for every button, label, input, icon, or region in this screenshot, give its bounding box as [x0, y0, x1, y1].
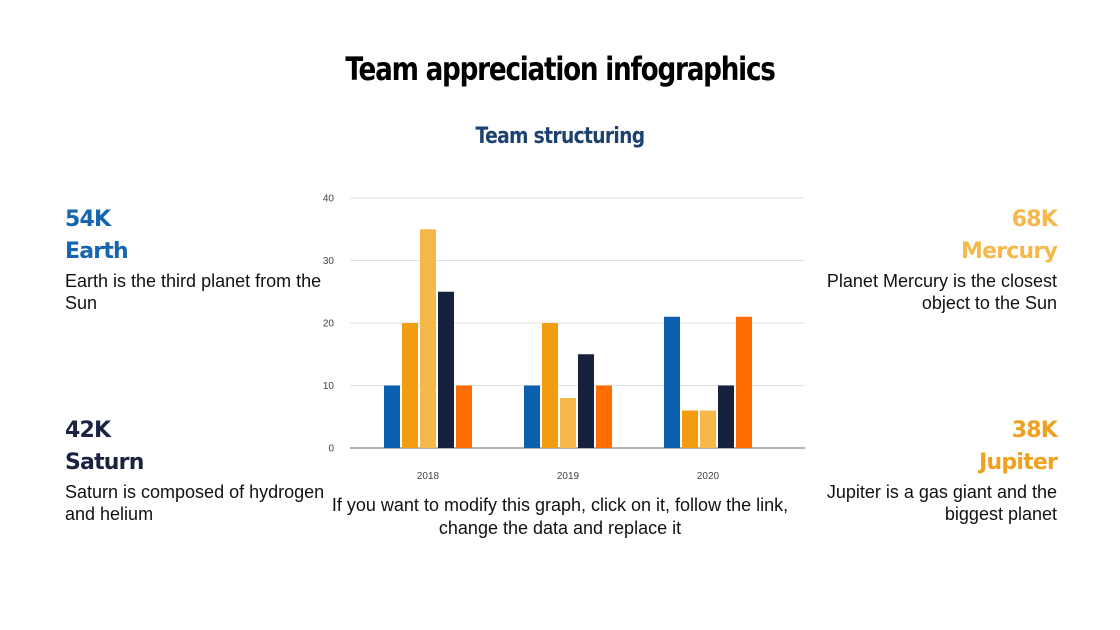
bar-earth-2020[interactable] — [664, 316, 680, 448]
bar-series-5-2018[interactable] — [456, 385, 472, 449]
bar-jupiter-2018[interactable] — [402, 323, 418, 448]
page-title: Team appreciation infographics — [345, 50, 776, 88]
bar-jupiter-2019[interactable] — [542, 323, 558, 448]
bar-mercury-2019[interactable] — [560, 398, 576, 448]
stat-mercury-desc: Planet Mercury is the closest object to … — [826, 271, 1057, 313]
bar-chart[interactable]: 0 10 20 30 40 2018 2019 2020 — [310, 188, 810, 488]
stat-jupiter-value: 38K — [1011, 418, 1058, 443]
stat-saturn-value: 42K — [65, 418, 111, 443]
stat-jupiter-name: Jupiter — [979, 450, 1058, 475]
stat-earth-value: 54K — [65, 207, 111, 232]
y-tick-label: 20 — [323, 319, 335, 330]
bar-earth-2019[interactable] — [524, 385, 540, 449]
bar-mercury-2018[interactable] — [420, 229, 436, 448]
stat-saturn: 42K Saturn Saturn is composed of hydroge… — [65, 415, 325, 525]
bar-saturn-2018[interactable] — [438, 291, 454, 448]
y-tick-label: 30 — [323, 256, 335, 267]
x-tick-label: 2020 — [697, 471, 720, 482]
y-tick-label: 10 — [323, 381, 335, 392]
stat-jupiter: 38K Jupiter Jupiter is a gas giant and t… — [797, 415, 1058, 525]
stat-saturn-name: Saturn — [65, 450, 144, 475]
stat-earth-name: Earth — [65, 239, 129, 264]
stat-jupiter-desc: Jupiter is a gas giant and the biggest p… — [826, 482, 1057, 524]
y-tick-label: 0 — [328, 444, 334, 455]
bar-saturn-2019[interactable] — [578, 354, 594, 448]
stat-mercury-name: Mercury — [961, 239, 1058, 264]
y-tick-label: 40 — [323, 194, 335, 205]
chart-caption: If you want to modify this graph, click … — [331, 495, 789, 538]
stat-earth: 54K Earth Earth is the third planet from… — [65, 204, 325, 314]
bar-series-5-2020[interactable] — [736, 316, 752, 448]
chart-subtitle: Team structuring — [475, 124, 646, 149]
stat-saturn-desc: Saturn is composed of hydrogen and heliu… — [65, 482, 325, 524]
stat-mercury: 68K Mercury Planet Mercury is the closes… — [797, 204, 1058, 314]
stat-earth-desc: Earth is the third planet from the Sun — [65, 271, 322, 313]
bar-earth-2018[interactable] — [384, 385, 400, 449]
stat-mercury-value: 68K — [1011, 207, 1058, 232]
bar-mercury-2020[interactable] — [700, 410, 716, 449]
bar-series-5-2019[interactable] — [596, 385, 612, 449]
x-tick-label: 2018 — [417, 471, 440, 482]
bar-jupiter-2020[interactable] — [682, 410, 698, 449]
x-tick-label: 2019 — [557, 471, 580, 482]
bar-saturn-2020[interactable] — [718, 385, 734, 449]
